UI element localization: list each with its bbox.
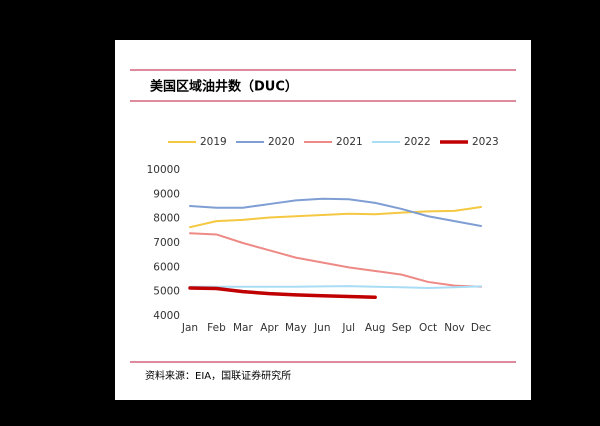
y-tick-label: 9000 [153, 188, 180, 200]
x-tick-label: Mar [233, 322, 253, 334]
x-tick-label: May [285, 322, 307, 334]
x-tick-label: Dec [471, 322, 492, 334]
chart-title: 美国区域油井数（DUC） [150, 79, 298, 95]
y-tick-label: 8000 [153, 213, 180, 225]
legend-label: 2020 [268, 136, 295, 148]
series-line [189, 197, 482, 227]
x-tick-label: Jul [341, 322, 355, 334]
series-line [189, 285, 482, 290]
legend-label: 2021 [336, 136, 363, 148]
x-tick-label: Oct [419, 322, 437, 334]
y-tick-label: 5000 [153, 286, 180, 298]
x-tick-label: Jan [181, 322, 198, 334]
x-tick-label: Sep [392, 322, 412, 334]
x-tick-label: Apr [260, 322, 279, 334]
series-line [188, 286, 377, 300]
series-line [189, 205, 482, 229]
y-tick-label: 10000 [147, 164, 180, 176]
x-tick-label: Jun [313, 322, 330, 334]
x-tick-label: Aug [365, 322, 386, 334]
series-line [189, 232, 482, 288]
y-tick-label: 7000 [153, 237, 180, 249]
source: 资料来源：EIA，国联证券研究所 [145, 369, 291, 382]
panel [115, 40, 531, 400]
x-tick-label: Feb [207, 322, 226, 334]
y-tick-label: 6000 [153, 261, 180, 273]
legend-label: 2022 [404, 136, 431, 148]
x-tick-label: Nov [444, 322, 465, 334]
legend-label: 2019 [200, 136, 227, 148]
legend-label: 2023 [472, 136, 499, 148]
y-tick-label: 4000 [153, 310, 180, 322]
